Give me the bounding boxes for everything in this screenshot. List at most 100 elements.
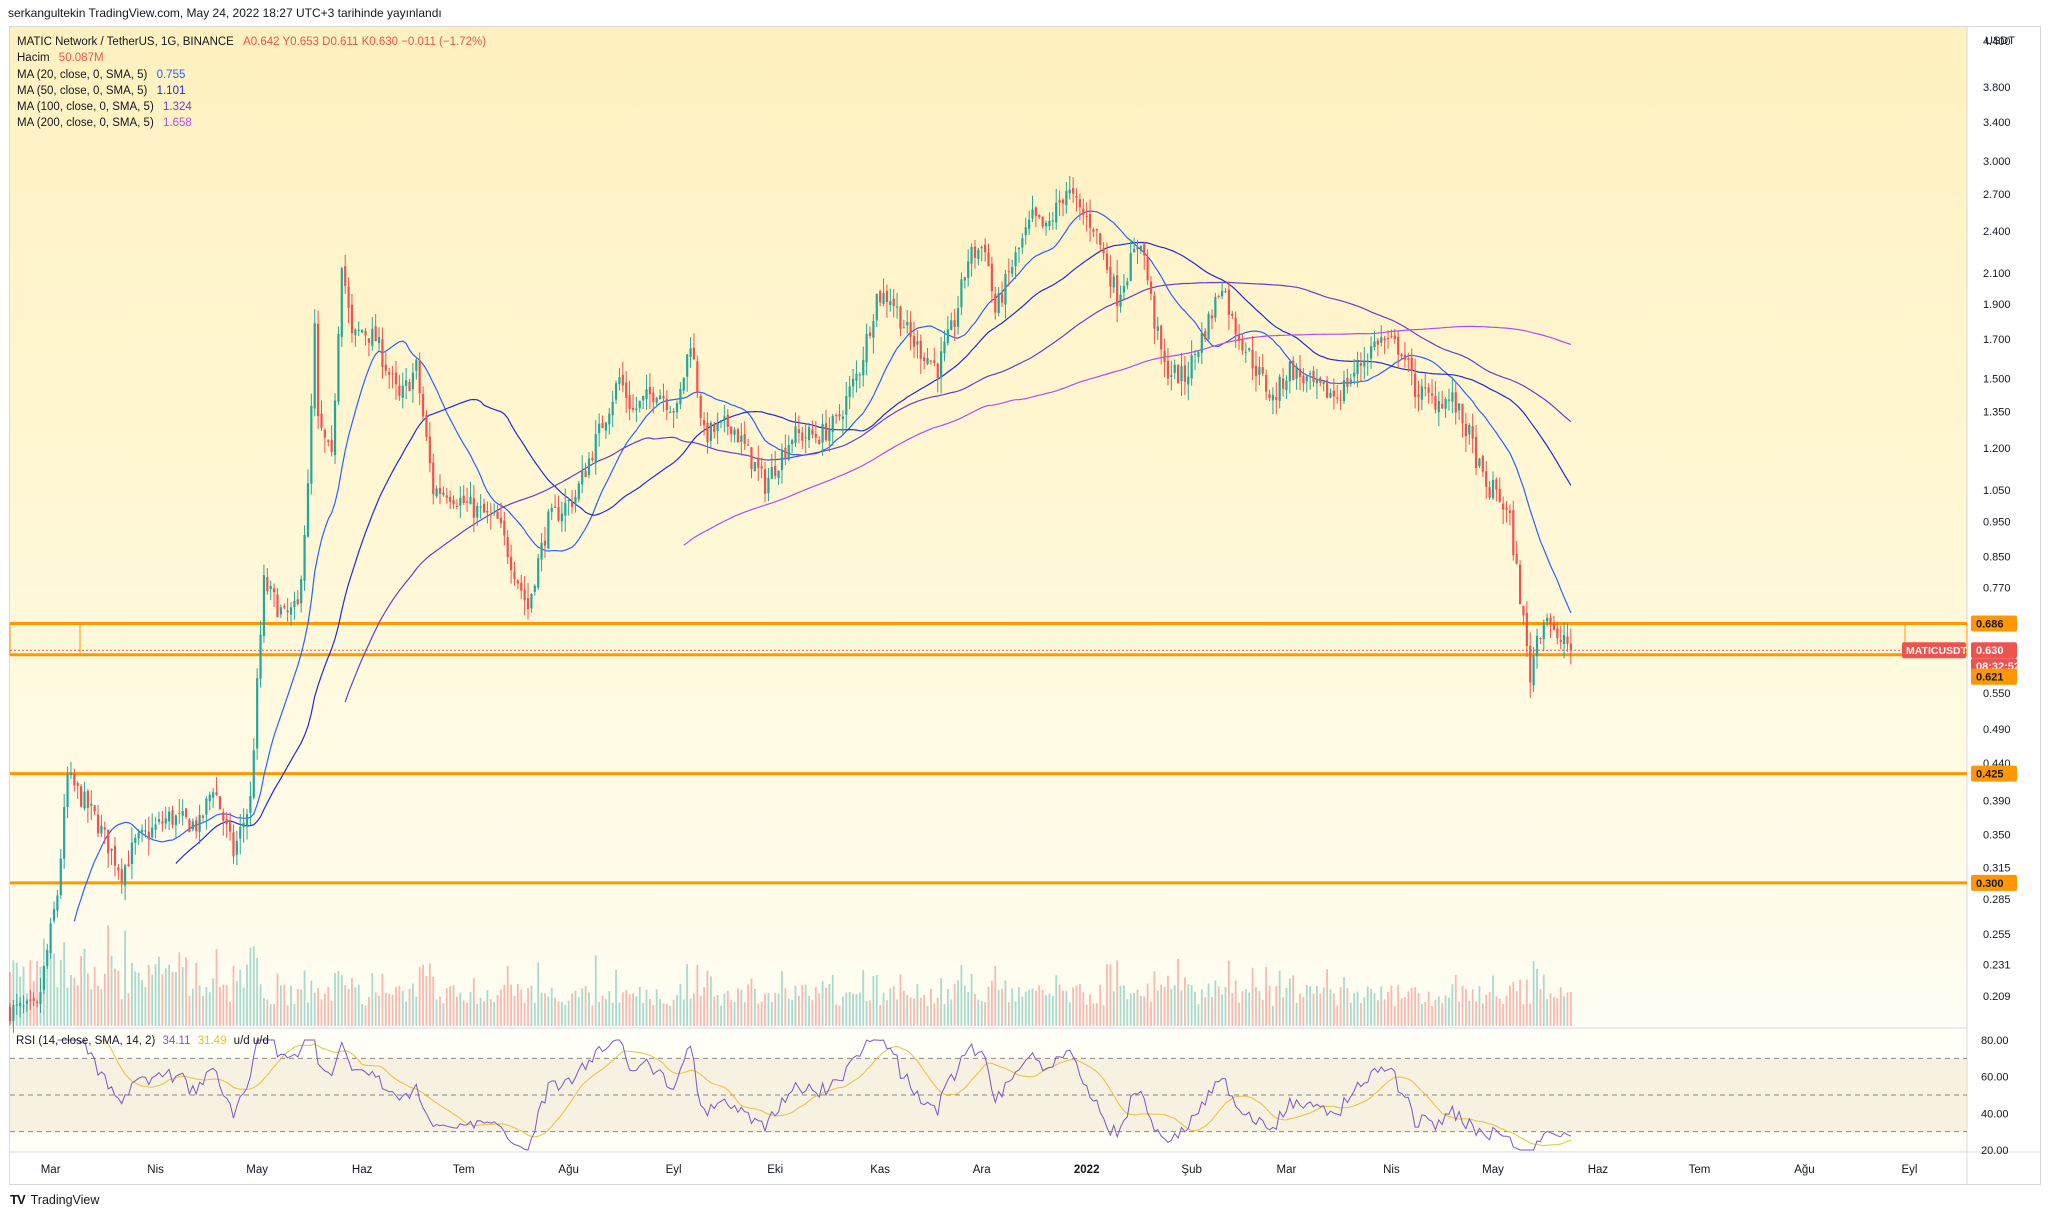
candle[interactable] <box>1407 352 1410 372</box>
candle[interactable] <box>1342 370 1346 404</box>
legend-symbol-row[interactable]: MATIC Network / TetherUS, 1G, BINANCE A0… <box>17 34 486 50</box>
candle[interactable] <box>1082 198 1085 225</box>
candle[interactable] <box>1251 335 1254 381</box>
candle[interactable] <box>875 293 878 327</box>
candle[interactable] <box>503 511 506 546</box>
candle[interactable] <box>591 451 594 463</box>
candle[interactable] <box>289 602 293 626</box>
candle[interactable] <box>1380 325 1383 347</box>
candle[interactable] <box>357 321 360 337</box>
candle[interactable] <box>411 363 415 403</box>
candle[interactable] <box>1295 362 1298 390</box>
candle[interactable] <box>672 408 675 429</box>
candle[interactable] <box>1275 382 1278 415</box>
legend-ma100-row[interactable]: MA (100, close, 0, SMA, 5) 1.324 <box>17 99 486 115</box>
candle[interactable] <box>1359 352 1363 382</box>
candle[interactable] <box>228 812 232 841</box>
candle[interactable] <box>22 995 25 1014</box>
candle[interactable] <box>1390 329 1393 339</box>
candle[interactable] <box>1430 379 1434 404</box>
candle[interactable] <box>1285 375 1288 399</box>
candle[interactable] <box>195 816 198 839</box>
candle[interactable] <box>330 425 333 457</box>
candle[interactable] <box>1515 540 1518 565</box>
candle[interactable] <box>1075 188 1078 212</box>
candle[interactable] <box>862 346 865 387</box>
candle[interactable] <box>719 420 723 429</box>
candle[interactable] <box>1102 242 1105 260</box>
candle[interactable] <box>83 781 86 811</box>
candle[interactable] <box>658 389 662 400</box>
candle[interactable] <box>1061 198 1065 217</box>
candle[interactable] <box>188 818 191 833</box>
candle[interactable] <box>1153 291 1156 345</box>
candle[interactable] <box>1376 337 1379 357</box>
candle[interactable] <box>1021 233 1024 255</box>
candle[interactable] <box>872 314 875 354</box>
candle[interactable] <box>614 380 618 405</box>
candle[interactable] <box>1373 331 1376 350</box>
candle[interactable] <box>1566 623 1569 652</box>
candle[interactable] <box>1092 227 1095 238</box>
candle[interactable] <box>438 474 442 505</box>
candle[interactable] <box>543 526 547 559</box>
candle[interactable] <box>269 580 272 601</box>
candle[interactable] <box>1139 245 1142 254</box>
candle[interactable] <box>598 413 601 447</box>
candle[interactable] <box>208 791 211 811</box>
candle[interactable] <box>1271 387 1275 415</box>
candle[interactable] <box>618 368 621 391</box>
candle[interactable] <box>1458 403 1461 420</box>
candle[interactable] <box>1539 636 1542 644</box>
candle[interactable] <box>1454 380 1457 425</box>
candle[interactable] <box>933 347 936 367</box>
candle[interactable] <box>736 427 740 443</box>
candle[interactable] <box>692 333 696 361</box>
candle[interactable] <box>1353 358 1356 385</box>
candle[interactable] <box>178 798 181 824</box>
legend-volume-row[interactable]: Hacim 50.087M <box>17 50 486 66</box>
candle[interactable] <box>232 824 235 865</box>
candle[interactable] <box>249 781 252 826</box>
candle[interactable] <box>1193 349 1197 370</box>
candle[interactable] <box>581 455 584 494</box>
candle[interactable] <box>526 583 530 620</box>
candle[interactable] <box>923 352 926 370</box>
candle[interactable] <box>66 766 69 819</box>
candle[interactable] <box>956 295 960 335</box>
candle[interactable] <box>124 863 127 901</box>
candle[interactable] <box>1315 368 1319 400</box>
candle[interactable] <box>272 583 276 607</box>
candle[interactable] <box>726 408 729 436</box>
candle[interactable] <box>1129 239 1132 282</box>
candle[interactable] <box>1278 374 1281 409</box>
candle[interactable] <box>818 436 821 445</box>
candle[interactable] <box>560 501 563 532</box>
candle[interactable] <box>1437 391 1440 427</box>
candle[interactable] <box>669 405 672 414</box>
candle[interactable] <box>797 415 800 444</box>
candle[interactable] <box>306 469 310 538</box>
candle[interactable] <box>256 668 259 760</box>
candle[interactable] <box>963 276 966 289</box>
candle[interactable] <box>1109 254 1112 298</box>
candle[interactable] <box>181 799 184 826</box>
candle[interactable] <box>499 502 503 529</box>
candle[interactable] <box>510 544 513 584</box>
candle[interactable] <box>1200 322 1203 365</box>
candle[interactable] <box>465 487 469 512</box>
candle[interactable] <box>1237 324 1241 350</box>
candle[interactable] <box>1258 356 1261 386</box>
candle[interactable] <box>675 400 679 419</box>
candle[interactable] <box>987 243 990 267</box>
candle[interactable] <box>1126 277 1129 290</box>
candle[interactable] <box>1214 292 1217 322</box>
candle[interactable] <box>1248 347 1251 352</box>
candle[interactable] <box>96 805 100 838</box>
candle[interactable] <box>831 413 834 446</box>
candle[interactable] <box>1122 274 1126 300</box>
candle[interactable] <box>63 793 66 869</box>
candle[interactable] <box>245 808 249 840</box>
candle[interactable] <box>879 289 882 307</box>
candle[interactable] <box>828 417 831 452</box>
